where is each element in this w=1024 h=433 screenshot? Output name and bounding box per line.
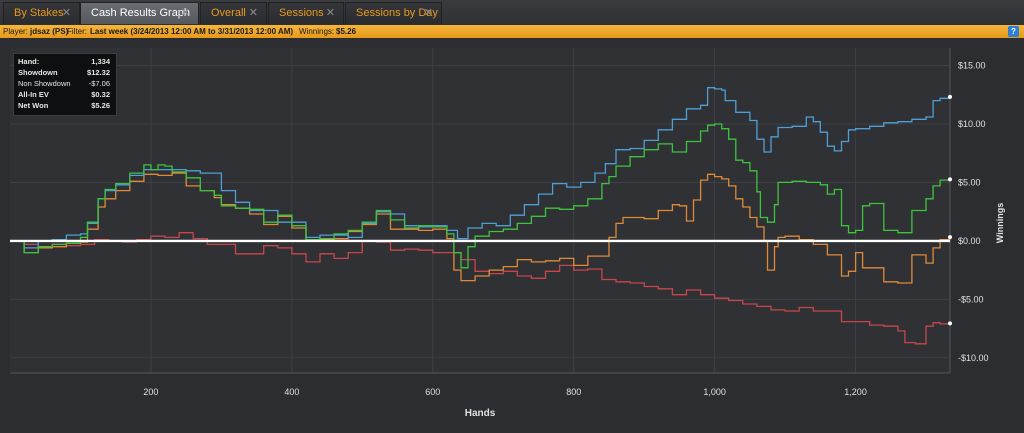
player-name: jdsaz (PS): [30, 27, 69, 36]
close-icon[interactable]: ✕: [61, 7, 71, 19]
filter-value: Last week (3/24/2013 12:00 AM to 3/31/20…: [90, 27, 294, 36]
x-tick-label: 600: [425, 387, 440, 397]
tab-sessions[interactable]: Sessions ✕: [268, 2, 344, 24]
x-tick-label: 400: [284, 387, 299, 397]
tab-by-stakes[interactable]: By Stakes ✕: [3, 2, 80, 24]
x-axis: 200 400 600 800 1,000 1,200: [143, 387, 866, 397]
x-axis-label: Hands: [465, 408, 496, 419]
stats-row-non-showdown: Non Showdown -$7.06: [18, 79, 110, 88]
series-end-marker: [948, 177, 952, 182]
tab-overall[interactable]: Overall ✕: [200, 2, 267, 24]
stats-row-all-in-ev: All-In EV $0.32: [18, 90, 110, 99]
y-axis-label: Winnings: [995, 203, 1005, 243]
results-chart: $15.00 $10.00 $5.00 $0.00 -$5.00 -$10.00 200 4…: [10, 48, 1005, 419]
plot-area: [10, 48, 950, 373]
series-group: [10, 87, 952, 345]
series-end-marker: [948, 94, 952, 99]
tab-label: Overall: [211, 7, 246, 19]
tab-label: Sessions by Day: [356, 7, 438, 19]
filter-bar: Player: jdsaz (PS) Filter: Last week (3/…: [0, 25, 1024, 38]
y-tick-label: -$5.00: [958, 294, 984, 304]
tab-cash-results-graph[interactable]: Cash Results Graph ✕: [80, 2, 199, 24]
stats-row-hand: Hand: 1,334: [18, 57, 110, 66]
y-tick-label: -$10.00: [958, 353, 989, 363]
y-axis: $15.00 $10.00 $5.00 $0.00 -$5.00 -$10.00: [958, 61, 989, 363]
y-tick-label: $5.00: [958, 177, 981, 187]
series-end-marker: [948, 321, 952, 326]
filter-label: Filter:: [67, 27, 87, 36]
player-label: Player:: [3, 27, 28, 36]
close-icon[interactable]: ✕: [180, 7, 190, 19]
close-icon[interactable]: ✕: [248, 7, 258, 19]
winnings-label: Winnings:: [299, 27, 335, 36]
y-tick-label: $15.00: [958, 61, 986, 71]
x-tick-label: 1,000: [703, 387, 726, 397]
tab-label: Cash Results Graph: [91, 7, 191, 19]
series-end-marker: [948, 235, 952, 240]
close-icon[interactable]: ✕: [423, 7, 433, 19]
stats-box: Hand: 1,334 Showdown $12.32 Non Showdown…: [13, 53, 117, 116]
tab-sessions-by-day[interactable]: Sessions by Day ✕: [345, 2, 442, 24]
grid: [10, 48, 951, 374]
y-tick-label: $0.00: [958, 236, 981, 246]
y-tick-label: $10.00: [958, 119, 986, 129]
stats-row-net-won: Net Won $5.26: [18, 101, 110, 110]
winnings-value: $5.26: [336, 27, 357, 36]
series-line-net-won: [10, 123, 951, 269]
close-icon[interactable]: ✕: [325, 7, 335, 19]
series-line-showdown: [10, 87, 951, 249]
stats-row-showdown: Showdown $12.32: [18, 68, 110, 77]
tab-label: By Stakes: [14, 7, 64, 19]
x-tick-label: 800: [566, 387, 581, 397]
x-tick-label: 200: [143, 387, 158, 397]
help-icon[interactable]: ?: [1008, 26, 1019, 37]
x-tick-label: 1,200: [844, 387, 867, 397]
tab-label: Sessions: [279, 7, 324, 19]
series-line-non-showdown: [10, 232, 951, 345]
tab-bar: By Stakes ✕ Cash Results Graph ✕ Overall…: [0, 0, 1024, 26]
